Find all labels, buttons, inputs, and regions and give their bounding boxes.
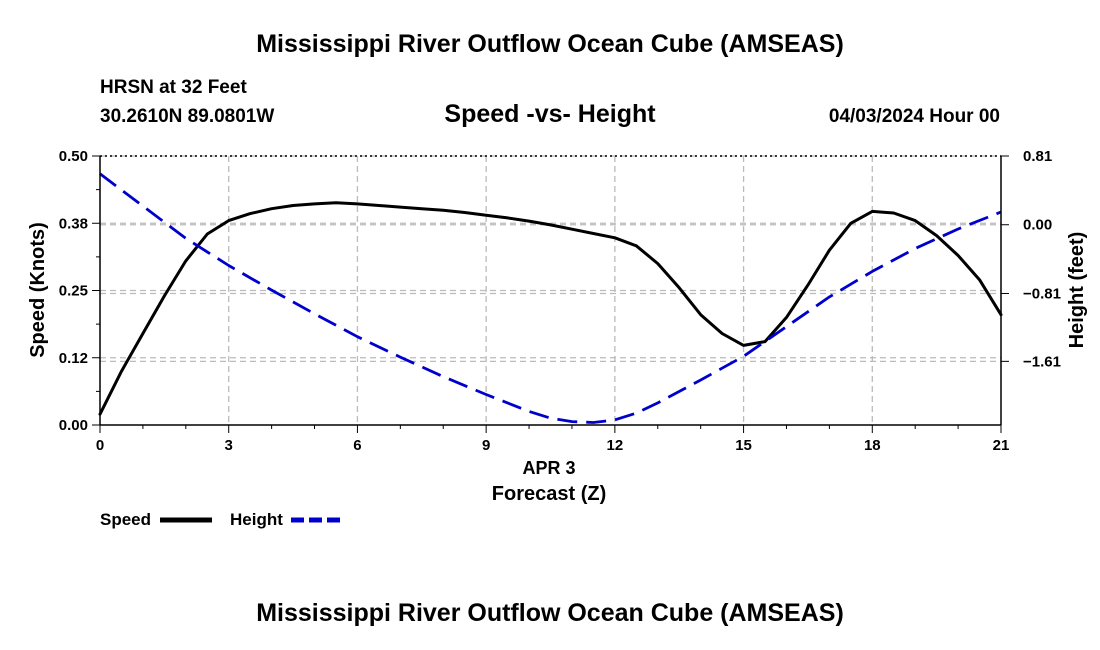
legend: Speed Height xyxy=(100,510,343,529)
x-tick-label: 12 xyxy=(607,437,624,454)
x-axis-label: Forecast (Z) xyxy=(492,483,606,505)
x-tick-label: 9 xyxy=(482,437,490,454)
axes: 0 3 6 9 12 15 18 21 0.00 0.12 0.25 0.38 0.50 −1.61 −0.… xyxy=(59,148,1061,454)
y2-tick-label: 0.81 xyxy=(1023,148,1052,165)
legend-height-label: Height xyxy=(230,510,283,529)
y-axis-label: Speed (Knots) xyxy=(27,222,49,358)
y2-tick-label: −0.81 xyxy=(1023,285,1061,302)
date-time-label: 04/03/2024 Hour 00 xyxy=(828,106,1000,127)
height-series-line xyxy=(99,172,1002,424)
y-tick-label: 0.38 xyxy=(59,215,88,232)
legend-speed-label: Speed xyxy=(100,510,151,529)
x-tick-label: 6 xyxy=(353,437,361,454)
x-tick-label: 15 xyxy=(735,437,752,454)
series-layer xyxy=(98,172,1003,424)
x-tick-label: 0 xyxy=(96,437,104,454)
x-tick-label: 18 xyxy=(864,437,881,454)
y2-axis-label: Height (feet) xyxy=(1066,232,1088,349)
y-tick-label: 0.50 xyxy=(59,148,88,165)
chart-title: Mississippi River Outflow Ocean Cube (AM… xyxy=(256,30,844,58)
y2-tick-label: 0.00 xyxy=(1023,217,1052,234)
x-axis-date-label: APR 3 xyxy=(522,458,575,478)
speed-series-line xyxy=(98,201,1003,416)
x-tick-label: 21 xyxy=(993,437,1010,454)
footer-title: Mississippi River Outflow Ocean Cube (AM… xyxy=(256,599,844,627)
chart-subtitle: Speed -vs- Height xyxy=(444,100,656,128)
coordinates-label: 30.2610N 89.0801W xyxy=(100,106,275,127)
y2-tick-label: −1.61 xyxy=(1023,353,1061,370)
grid-lines xyxy=(100,155,1001,425)
station-label: HRSN at 32 Feet xyxy=(100,77,247,98)
x-tick-label: 3 xyxy=(225,437,233,454)
y-tick-label: 0.00 xyxy=(59,417,88,434)
y-tick-label: 0.25 xyxy=(59,283,88,300)
y-tick-label: 0.12 xyxy=(59,350,88,367)
